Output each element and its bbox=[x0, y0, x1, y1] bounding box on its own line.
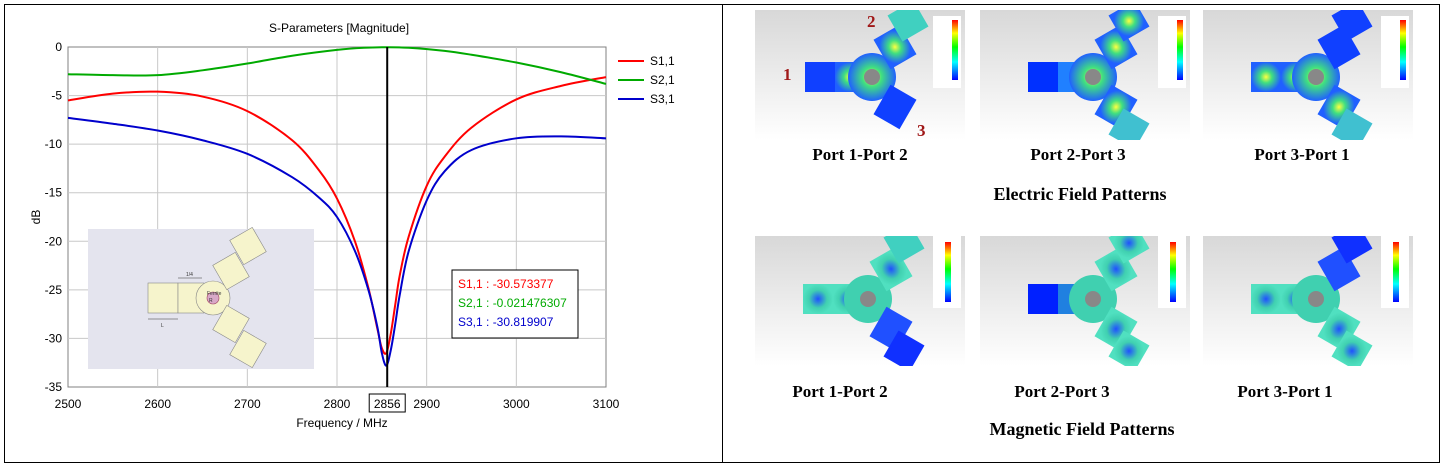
inset-dim-top: 1/4 bbox=[186, 272, 193, 278]
port-number-3: 3 bbox=[917, 121, 926, 140]
y-tick-label: -20 bbox=[45, 234, 63, 248]
e-caption-3: Port 3-Port 1 bbox=[1254, 145, 1350, 164]
x-tick-label: 2800 bbox=[324, 397, 351, 411]
x-axis-label: Frequency / MHz bbox=[296, 416, 387, 430]
legend: S1,1 S2,1 S3,1 bbox=[618, 54, 675, 106]
y-tick-label: -5 bbox=[51, 89, 62, 103]
x-tick-label: 3000 bbox=[503, 397, 530, 411]
y-ticks: 0 -5 -10 -15 -20 -25 -30 -35 bbox=[45, 40, 63, 394]
series-lines bbox=[67, 46, 607, 367]
legend-entry: S2,1 bbox=[650, 73, 675, 87]
x-tick-label: 2500 bbox=[55, 397, 82, 411]
port-number-2: 2 bbox=[867, 12, 876, 31]
x-tick-label: 2600 bbox=[144, 397, 171, 411]
marker-label: 2856 bbox=[374, 397, 401, 411]
h-field-panel-3 bbox=[1203, 236, 1413, 366]
legend-entry: S1,1 bbox=[650, 54, 675, 68]
readout-line: S3,1 : -30.819907 bbox=[458, 315, 554, 329]
series-line-3 bbox=[67, 116, 607, 367]
e-caption-2: Port 2-Port 3 bbox=[1030, 145, 1126, 164]
inset-layout: 1/4 L Ferrite R bbox=[88, 226, 314, 369]
series-line-2 bbox=[67, 46, 607, 85]
x-tick-label: 2900 bbox=[413, 397, 440, 411]
readout-box bbox=[451, 269, 579, 339]
inset-arm-2a bbox=[212, 251, 250, 291]
y-tick-label: -15 bbox=[45, 186, 63, 200]
e-field-panel-3 bbox=[1203, 10, 1413, 140]
e-field-panel-2 bbox=[980, 10, 1190, 140]
inset-dim-bottom: L bbox=[161, 323, 164, 329]
inset-radius-label: R bbox=[209, 298, 213, 304]
x-ticks: 2500 2600 2700 2800 2900 3000 3100 bbox=[55, 397, 620, 411]
x-tick-label: 2700 bbox=[234, 397, 261, 411]
h-caption-2: Port 2-Port 3 bbox=[1014, 382, 1110, 401]
h-field-panel-1 bbox=[755, 236, 965, 366]
marker-label-box bbox=[368, 393, 406, 413]
inset-arm-2b bbox=[229, 226, 267, 266]
inset-arm-1a bbox=[147, 282, 179, 314]
legend-entry: S3,1 bbox=[650, 92, 675, 106]
y-tick-label: -30 bbox=[45, 331, 63, 345]
port-number-1: 1 bbox=[783, 65, 792, 84]
y-tick-label: -25 bbox=[45, 283, 63, 297]
electric-field-title: Electric Field Patterns bbox=[993, 184, 1167, 204]
e-caption-1: Port 1-Port 2 bbox=[812, 145, 908, 164]
magnetic-field-title: Magnetic Field Patterns bbox=[989, 419, 1175, 439]
panel-divider bbox=[722, 4, 723, 463]
inset-ferrite-tag: Ferrite bbox=[207, 291, 222, 297]
y-tick-label: 0 bbox=[55, 40, 62, 54]
e-field-panel-1: 1 2 3 bbox=[755, 10, 965, 140]
h-caption-3: Port 3-Port 1 bbox=[1237, 382, 1333, 401]
h-field-panel-2 bbox=[980, 236, 1190, 366]
x-tick-label: 3100 bbox=[593, 397, 620, 411]
h-caption-1: Port 1-Port 2 bbox=[792, 382, 888, 401]
frequency-marker: 2856 bbox=[368, 47, 406, 413]
y-axis-label: dB bbox=[29, 210, 43, 225]
inset-arm-3a bbox=[212, 304, 250, 344]
s-parameter-chart: S-Parameters [Magnitude] 0 -5 -10 -15 -20 -25… bbox=[29, 21, 675, 430]
chart-title: S-Parameters [Magnitude] bbox=[269, 21, 409, 35]
inset-arm-3b bbox=[229, 329, 267, 369]
inset-ferrite bbox=[206, 291, 220, 305]
readout-line: S2,1 : -0.021476307 bbox=[458, 296, 567, 310]
y-tick-label: -35 bbox=[45, 380, 63, 394]
readout-line: S1,1 : -30.573377 bbox=[458, 277, 554, 291]
y-tick-label: -10 bbox=[45, 137, 63, 151]
marker-readout: S1,1 : -30.573377 S2,1 : -0.021476307 S3,1… bbox=[451, 269, 579, 339]
